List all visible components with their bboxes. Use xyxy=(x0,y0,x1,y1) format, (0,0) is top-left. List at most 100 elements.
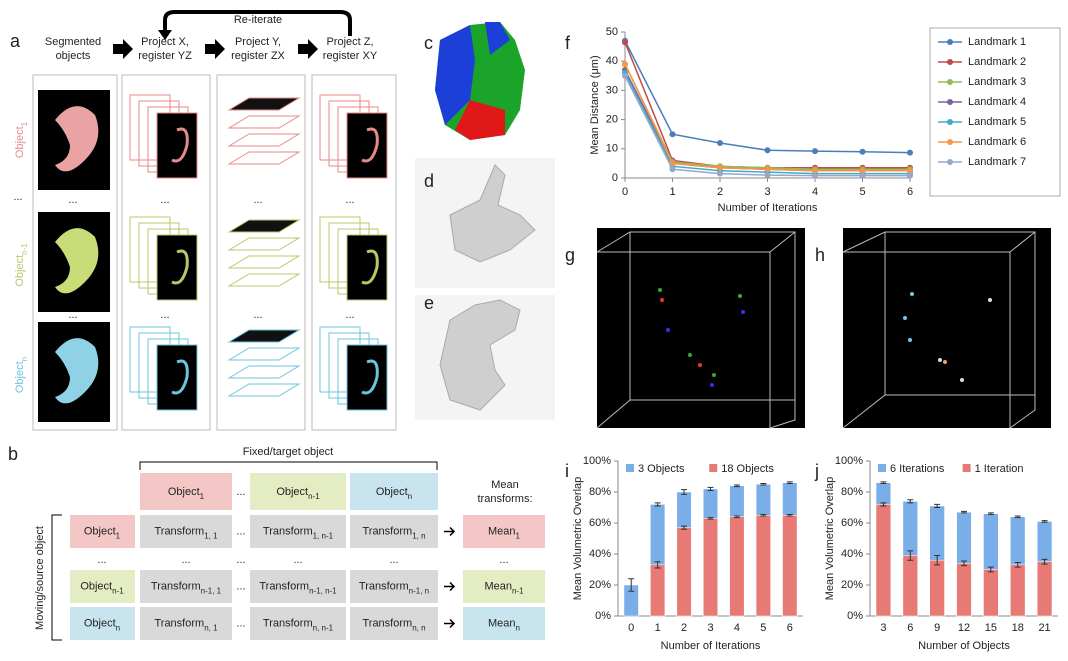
legend-marker xyxy=(947,99,953,105)
object-label-sub: n-1 xyxy=(20,243,29,255)
panel-label: a xyxy=(10,31,21,51)
transform: ... xyxy=(236,580,245,592)
y-tick-label: 40 xyxy=(606,55,618,67)
transform-base: Transform xyxy=(362,617,412,629)
column-header-base: Object xyxy=(376,486,408,498)
transform-base: Transform xyxy=(259,580,309,592)
legend-marker xyxy=(947,79,953,85)
mean: ... xyxy=(499,554,508,566)
x-tick-label: 6 xyxy=(907,186,913,198)
x-tick-label: 3 xyxy=(707,622,713,634)
step-label: objects xyxy=(56,50,91,62)
x-tick-label: 4 xyxy=(812,186,818,198)
transform-sub: n-1, 1 xyxy=(201,586,222,595)
y-tick-label: 20% xyxy=(589,579,611,591)
step-label: Segmented xyxy=(45,36,101,48)
y-tick-label: 10 xyxy=(606,143,618,155)
moving-bracket xyxy=(52,515,62,640)
step-arrow xyxy=(113,39,133,59)
transform-base: Transform xyxy=(154,525,204,537)
y-tick-label: 50 xyxy=(606,26,618,38)
point xyxy=(717,165,723,171)
point xyxy=(622,39,628,45)
point xyxy=(670,166,676,172)
y-tick-label: 20 xyxy=(606,114,618,126)
mean-arrow xyxy=(444,583,454,591)
bar xyxy=(903,556,918,616)
transform: ... xyxy=(236,525,245,537)
x-tick-label: 6 xyxy=(787,622,793,634)
mean-arrow xyxy=(444,528,454,536)
row-header-sub: n-1 xyxy=(112,586,124,595)
column-header: ... xyxy=(236,486,245,498)
row-header-sub: n xyxy=(116,623,120,632)
transform: ... xyxy=(236,617,245,629)
y-tick-label: 20% xyxy=(841,579,863,591)
point xyxy=(860,173,866,179)
bar xyxy=(876,504,891,616)
y-tick-label: 0 xyxy=(612,172,618,184)
ellipsis: ... xyxy=(160,194,169,206)
figure: abcdefghijSegmentedobjects......Project … xyxy=(0,0,1068,661)
ellipsis: ... xyxy=(253,309,262,321)
legend-marker xyxy=(947,59,953,65)
y-axis-label: Mean Distance (μm) xyxy=(589,55,601,154)
slice xyxy=(229,116,299,128)
mean-base: Mean xyxy=(484,580,512,592)
panel-h-3d xyxy=(843,228,1051,428)
object-label: Objectn xyxy=(14,357,29,393)
transform-sub: 1, n xyxy=(412,531,425,540)
legend-label: Landmark 3 xyxy=(968,76,1026,88)
mean-sub: 1 xyxy=(516,531,521,540)
slice xyxy=(229,256,299,268)
bar xyxy=(1010,565,1025,616)
y-tick-label: 40% xyxy=(841,548,863,560)
transform-base: Transform xyxy=(154,617,204,629)
x-tick-label: 5 xyxy=(760,622,766,634)
point xyxy=(765,147,771,153)
legend-label: Landmark 2 xyxy=(968,56,1026,68)
panel-label: e xyxy=(424,293,434,313)
point xyxy=(670,131,676,137)
panel-label: i xyxy=(565,461,569,481)
row-header-sub: 1 xyxy=(116,531,121,540)
mean-base: Mean xyxy=(488,525,516,537)
transform-sub: n, n xyxy=(412,623,425,632)
legend-label: Landmark 4 xyxy=(968,96,1026,108)
x-tick-label: 15 xyxy=(985,622,997,634)
y-tick-label: 0% xyxy=(847,610,863,622)
bar xyxy=(756,515,771,616)
legend-swatch xyxy=(709,464,717,472)
step-arrow xyxy=(205,39,225,59)
point xyxy=(717,171,723,177)
row-header-base: Object xyxy=(80,580,112,592)
x-axis-label: Number of Objects xyxy=(918,640,1010,652)
slice xyxy=(229,330,299,342)
transform-base: Transform xyxy=(362,525,412,537)
transform-sub: n, 1 xyxy=(204,623,218,632)
x-axis-label: Number of Iterations xyxy=(661,640,761,652)
legend-label: 3 Objects xyxy=(638,463,685,475)
ellipsis: ... xyxy=(160,309,169,321)
row-header: ... xyxy=(97,554,106,566)
transform: ... xyxy=(236,554,245,566)
y-tick-label: 100% xyxy=(583,455,611,467)
step-label: Project Y, xyxy=(235,36,281,48)
x-tick-label: 21 xyxy=(1038,622,1050,634)
legend-swatch xyxy=(626,464,634,472)
step-label: register XY xyxy=(323,50,378,62)
bar xyxy=(730,517,745,616)
slice xyxy=(229,98,299,110)
column-header-base: Object xyxy=(168,486,200,498)
legend-label: 6 Iterations xyxy=(890,463,945,475)
legend-box xyxy=(930,28,1060,196)
object-label: Object1 xyxy=(14,121,29,158)
fixed-label: Fixed/target object xyxy=(243,446,334,458)
x-tick-label: 3 xyxy=(880,622,886,634)
legend-label: 1 Iteration xyxy=(975,463,1024,475)
point xyxy=(765,166,771,172)
bar xyxy=(930,560,945,616)
slice xyxy=(229,152,299,164)
x-tick-label: 0 xyxy=(622,186,628,198)
panel-label: c xyxy=(424,33,433,53)
